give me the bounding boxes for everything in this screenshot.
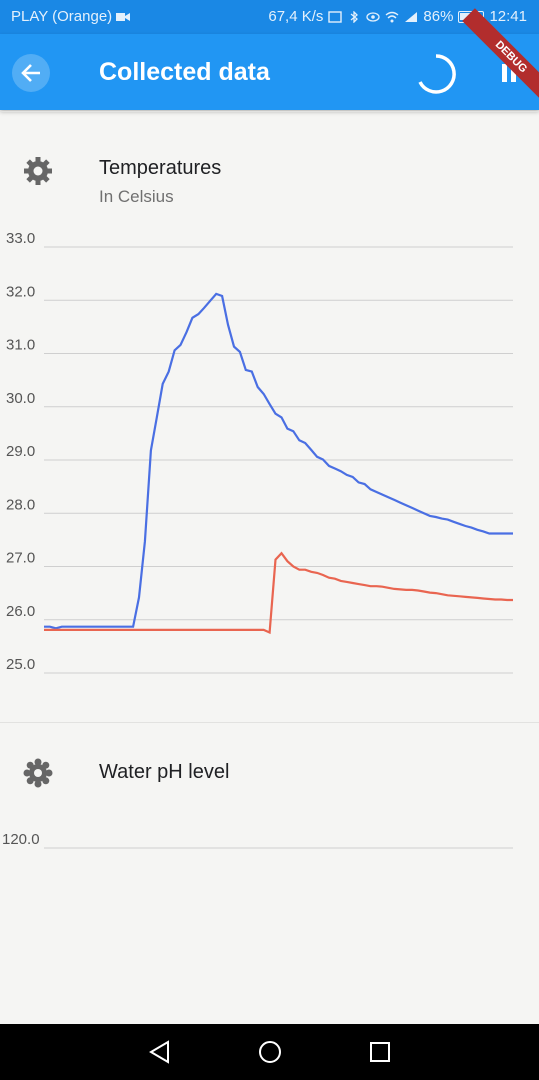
y-tick-label: 30.0 (6, 390, 35, 407)
series-line-blue (44, 292, 513, 630)
nav-home-icon[interactable] (256, 1038, 284, 1066)
video-icon (116, 12, 131, 21)
nav-back-icon[interactable] (146, 1038, 174, 1066)
content-scroll[interactable]: Temperatures In Celsius 33.0 32.0 31.0 30.0… (0, 110, 539, 1024)
cast-icon (328, 10, 343, 23)
y-tick-label: 26.0 (6, 603, 35, 620)
temperature-section: Temperatures In Celsius 33.0 32.0 31.0 30.0… (0, 110, 539, 722)
eye-icon (366, 11, 381, 22)
section-divider (0, 722, 539, 723)
nav-recents-icon[interactable] (366, 1038, 394, 1066)
y-tick-label: 25.0 (6, 656, 35, 673)
status-left: PLAY (Orange) (11, 8, 131, 25)
y-tick-label: 28.0 (6, 496, 35, 513)
temperature-title: Temperatures (99, 157, 222, 179)
y-tick-label: 31.0 (6, 337, 35, 354)
settings-icon[interactable] (22, 757, 54, 789)
y-tick-label: 120.0 (2, 831, 40, 848)
back-button[interactable] (12, 54, 50, 92)
ph-chart: 120.0 (2, 831, 513, 849)
y-tick-label: 33.0 (6, 230, 35, 247)
ph-section: Water pH level 120.0 (0, 723, 539, 1024)
status-bar: PLAY (Orange) 67,4 K/s 86% 12:41 (0, 0, 539, 34)
y-tick-label: 29.0 (6, 443, 35, 460)
top-divider (0, 111, 539, 112)
battery-percent: 86% (423, 8, 454, 25)
arrow-back-icon (21, 64, 40, 82)
temperature-subtitle: In Celsius (99, 187, 174, 206)
carrier-label: PLAY (Orange) (11, 8, 113, 25)
page-title: Collected data (99, 58, 270, 86)
ph-title: Water pH level (99, 761, 230, 783)
wifi-icon (385, 11, 399, 22)
network-speed: 67,4 K/s (268, 8, 324, 25)
signal-icon (405, 11, 418, 22)
app-bar: Collected data DEBUG (0, 8, 539, 110)
bluetooth-icon (351, 10, 359, 23)
temperature-chart: 33.0 32.0 31.0 30.0 29.0 28.0 27.0 26.0 25.0 (6, 230, 513, 674)
y-tick-label: 32.0 (6, 283, 35, 300)
series-line-red (44, 551, 513, 635)
y-tick-label: 27.0 (6, 550, 35, 567)
clock: 12:41 (489, 8, 527, 25)
loading-spinner-icon (418, 54, 456, 94)
gear-icon[interactable] (22, 155, 54, 187)
system-nav-bar (0, 1024, 539, 1080)
